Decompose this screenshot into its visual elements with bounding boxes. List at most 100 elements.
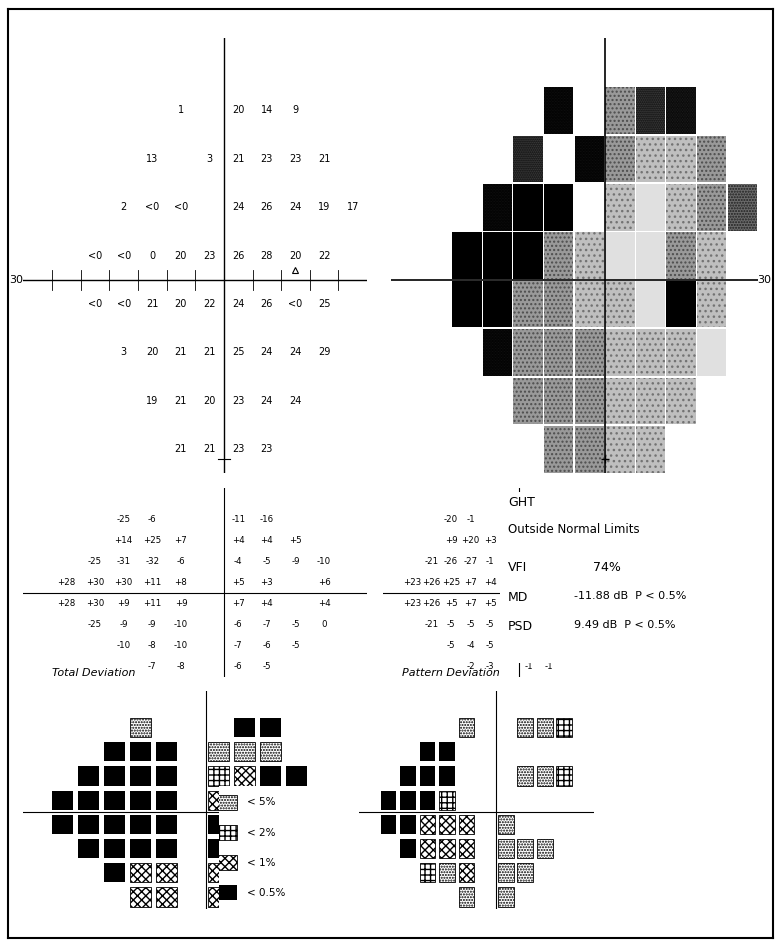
Text: <0: <0 — [145, 203, 159, 212]
Bar — [666, 232, 696, 279]
Bar — [439, 839, 455, 858]
Text: -11: -11 — [541, 515, 556, 524]
Bar — [697, 232, 726, 279]
Bar — [130, 742, 151, 761]
Text: 1: 1 — [585, 599, 590, 608]
Bar — [575, 135, 604, 182]
Text: Pattern Deviation: Pattern Deviation — [402, 668, 500, 678]
Bar — [605, 426, 635, 473]
Bar — [498, 887, 514, 906]
Text: +25: +25 — [442, 578, 460, 587]
Text: 23: 23 — [232, 396, 244, 406]
Text: +11: +11 — [143, 599, 162, 608]
Bar — [697, 135, 726, 182]
Text: 2: 2 — [546, 578, 551, 587]
Text: +3: +3 — [522, 599, 536, 608]
Text: 21: 21 — [232, 153, 244, 164]
Bar — [234, 718, 255, 738]
Text: 20: 20 — [203, 396, 216, 406]
Text: -6: -6 — [234, 620, 243, 629]
Bar — [218, 885, 237, 901]
Text: 13: 13 — [146, 153, 159, 164]
Bar — [575, 281, 604, 328]
Bar — [697, 184, 726, 230]
Bar — [666, 378, 696, 424]
Text: 0: 0 — [526, 536, 532, 545]
Bar — [575, 281, 604, 328]
Bar — [517, 863, 533, 883]
Bar — [234, 766, 255, 786]
Text: -5: -5 — [291, 641, 300, 650]
Bar — [544, 232, 573, 279]
Bar — [575, 232, 604, 279]
Text: +4: +4 — [318, 599, 330, 608]
Bar — [636, 135, 665, 182]
Bar — [218, 795, 237, 810]
Bar — [605, 184, 635, 230]
Text: 24: 24 — [289, 348, 301, 358]
Text: -25: -25 — [88, 557, 102, 566]
Text: -27: -27 — [463, 557, 478, 566]
Bar — [575, 426, 604, 473]
Bar — [458, 863, 474, 883]
Bar — [513, 378, 543, 424]
Bar — [498, 814, 514, 834]
Bar — [605, 330, 635, 376]
Text: 9: 9 — [292, 105, 298, 116]
Bar — [156, 742, 177, 761]
Bar — [130, 887, 151, 906]
Bar — [439, 814, 455, 834]
Text: 22: 22 — [203, 299, 216, 309]
Text: PSD: PSD — [508, 620, 533, 634]
Bar — [666, 378, 696, 424]
Bar — [636, 378, 665, 424]
Bar — [666, 135, 696, 182]
Text: 24: 24 — [261, 348, 273, 358]
Bar — [234, 887, 255, 906]
Text: 23: 23 — [232, 444, 244, 455]
Bar — [557, 766, 572, 786]
Bar — [544, 87, 573, 134]
Text: 23: 23 — [203, 251, 216, 260]
Bar — [544, 232, 573, 279]
Bar — [537, 766, 553, 786]
Text: 5: 5 — [585, 620, 590, 629]
Bar — [458, 887, 474, 906]
Text: +26: +26 — [423, 578, 440, 587]
Text: +30: +30 — [115, 578, 133, 587]
Bar — [697, 232, 726, 279]
Text: -16: -16 — [260, 515, 274, 524]
Text: -5: -5 — [291, 620, 300, 629]
Bar — [104, 839, 125, 858]
Text: -7: -7 — [148, 662, 157, 671]
Text: 1: 1 — [546, 536, 551, 545]
Text: +5: +5 — [483, 599, 497, 608]
Text: -4: -4 — [564, 557, 572, 566]
Text: 24: 24 — [232, 299, 244, 309]
Text: -5: -5 — [447, 641, 455, 650]
Bar — [130, 839, 151, 858]
Bar — [420, 791, 436, 810]
Bar — [544, 184, 573, 230]
Bar — [575, 426, 604, 473]
Text: <0: <0 — [288, 299, 302, 309]
Text: +9: +9 — [117, 599, 130, 608]
Bar — [636, 426, 665, 473]
Bar — [78, 814, 99, 834]
Text: -1: -1 — [544, 557, 553, 566]
Bar — [636, 378, 665, 424]
Bar — [156, 814, 177, 834]
Bar — [513, 184, 543, 230]
Bar — [209, 791, 229, 810]
Bar — [605, 232, 635, 279]
Bar — [636, 426, 665, 473]
Text: <0: <0 — [116, 251, 130, 260]
Text: -1: -1 — [525, 662, 533, 671]
Bar — [666, 87, 696, 134]
Bar — [575, 378, 604, 424]
Bar — [483, 232, 512, 279]
Bar — [513, 281, 543, 328]
Bar — [209, 814, 229, 834]
Text: 1: 1 — [178, 105, 184, 116]
Text: < 5%: < 5% — [247, 797, 275, 808]
